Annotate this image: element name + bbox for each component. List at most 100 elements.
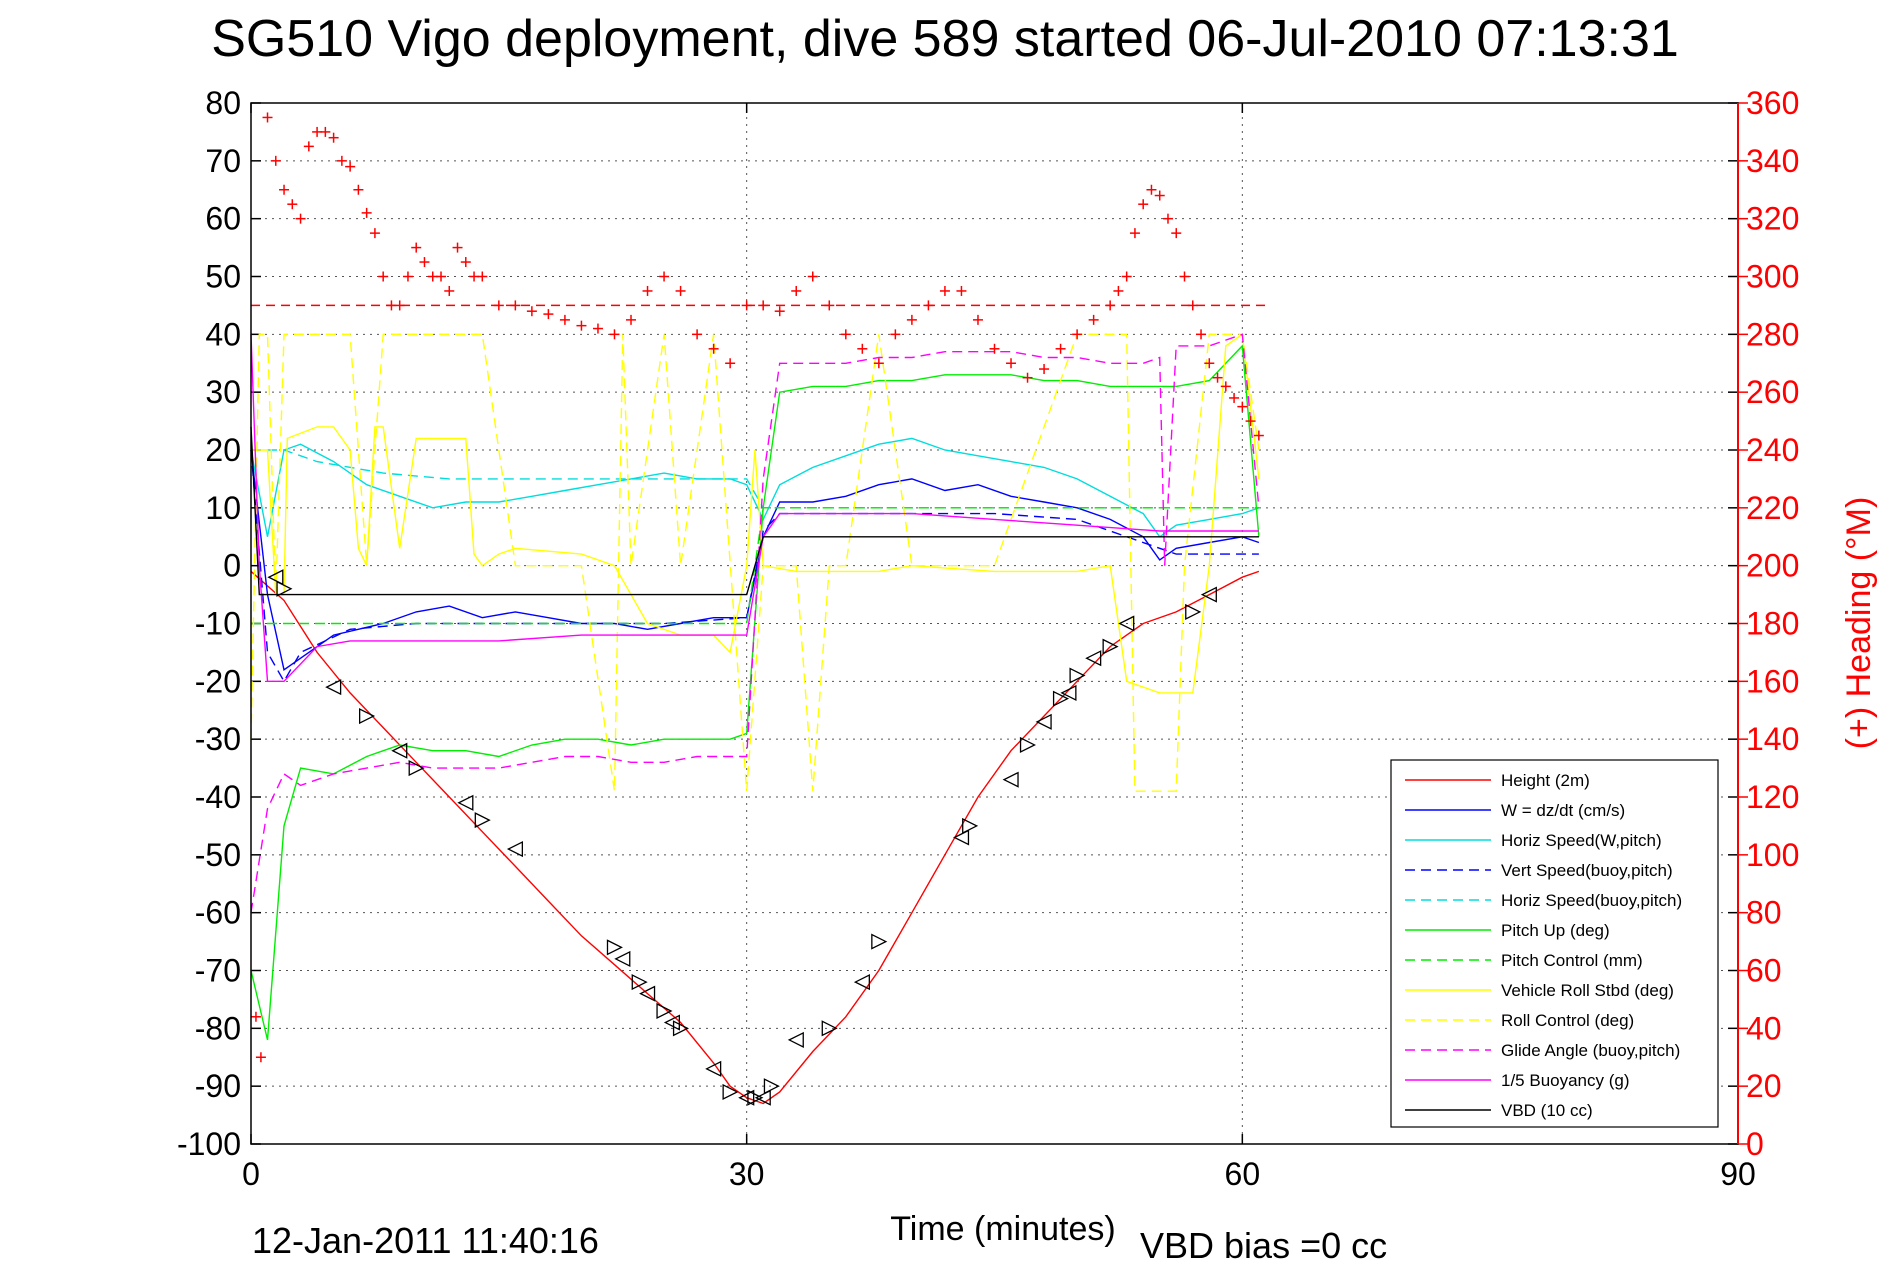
heading-point	[320, 126, 331, 137]
depth-marker	[1118, 615, 1135, 632]
heading-point	[758, 300, 769, 311]
right-tick-label: 200	[1746, 548, 1799, 584]
heading-point	[402, 271, 413, 282]
depth-marker	[606, 939, 623, 956]
depth-marker	[853, 974, 870, 991]
depth-marker	[663, 1014, 680, 1031]
depth-marker	[457, 794, 474, 811]
heading-point	[303, 141, 314, 152]
depth-marker	[1102, 638, 1119, 655]
legend-entry-9: Glide Angle (buoy,pitch)	[1501, 1041, 1680, 1060]
right-tick-label: 240	[1746, 432, 1799, 468]
legend-entry-7: Vehicle Roll Stbd (deg)	[1501, 981, 1674, 1000]
left-tick-label: -70	[195, 953, 241, 989]
heading-point	[1088, 314, 1099, 325]
heading-point	[543, 309, 554, 320]
depth-marker	[1085, 650, 1102, 667]
left-axis-ticks: 80 70 60 50 40 30 20 10 0 -10 -20 -30 -40 -50 -60 -70 -8…	[177, 85, 1738, 1162]
depth-marker	[506, 840, 524, 858]
heading-point	[444, 285, 455, 296]
left-tick-label: 50	[205, 259, 241, 295]
left-tick-label: 60	[205, 201, 241, 237]
x-tick-label: 90	[1720, 1156, 1756, 1192]
heading-point	[972, 314, 983, 325]
heading-point	[890, 329, 901, 340]
heading-point	[510, 300, 521, 311]
depth-marker	[953, 829, 970, 846]
left-tick-label: 30	[205, 374, 241, 410]
left-tick-label: 0	[223, 548, 241, 584]
left-tick-label: 40	[205, 316, 241, 352]
x-axis-label: Time (minutes)	[890, 1210, 1115, 1248]
heading-point	[1154, 190, 1165, 201]
heading-point	[659, 271, 670, 282]
heading-point	[295, 213, 306, 224]
series-line-4	[251, 449, 1259, 509]
heading-point	[807, 271, 818, 282]
heading-point	[609, 329, 620, 340]
heading-point	[452, 242, 463, 253]
series-line-3	[250, 449, 1259, 683]
heading-point	[559, 314, 570, 325]
depth-marker	[1200, 586, 1217, 603]
heading-point	[411, 242, 422, 253]
right-tick-label: 180	[1746, 606, 1799, 642]
heading-point	[1196, 329, 1207, 340]
heading-point	[989, 343, 1000, 354]
depth-marker	[1052, 690, 1070, 707]
heading-point	[1204, 358, 1215, 369]
heading-point	[692, 329, 703, 340]
legend-entry-3: Vert Speed(buoy,pitch)	[1501, 861, 1673, 880]
heading-point	[378, 271, 389, 282]
heading-point	[840, 329, 851, 340]
heading-point	[1220, 381, 1231, 392]
heading-point	[1237, 401, 1248, 412]
heading-point	[255, 1052, 266, 1063]
depth-marker	[787, 1031, 804, 1048]
heading-point	[369, 228, 380, 239]
heading-point	[1212, 372, 1223, 383]
depth-marker	[1019, 736, 1036, 754]
depth-marker	[359, 707, 376, 725]
heading-point	[923, 300, 934, 311]
legend-entry-11: VBD (10 cc)	[1501, 1101, 1593, 1120]
heading-point	[1229, 392, 1240, 403]
heading-point	[592, 323, 603, 334]
heading-point	[791, 285, 802, 296]
heading-point	[725, 358, 736, 369]
left-tick-label: -50	[195, 837, 241, 873]
heading-point	[1121, 271, 1132, 282]
legend: Height (2m) W = dz/dt (cm/s) Horiz Speed(W…	[1390, 759, 1719, 1128]
depth-marker	[871, 933, 888, 950]
left-tick-label: 70	[205, 143, 241, 179]
heading-point	[741, 300, 752, 311]
depth-marker	[1069, 667, 1086, 684]
heading-point	[493, 300, 504, 311]
depth-marker	[408, 760, 425, 777]
heading-point	[1187, 300, 1198, 311]
heading-point	[1253, 430, 1264, 441]
series-line-8	[250, 333, 1260, 792]
heading-point	[1113, 285, 1124, 296]
right-axis-label: (+) Heading (°M)	[1840, 497, 1878, 750]
series-line-7	[251, 333, 1260, 694]
right-tick-label: 280	[1746, 316, 1799, 352]
depth-marker	[276, 580, 293, 597]
depth-markers	[267, 569, 1217, 1106]
right-tick-label: 340	[1746, 143, 1799, 179]
left-tick-label: -60	[195, 895, 241, 931]
left-tick-label: -30	[195, 721, 241, 757]
legend-entry-4: Horiz Speed(buoy,pitch)	[1501, 891, 1682, 910]
right-tick-label: 60	[1746, 953, 1782, 989]
legend-entry-0: Height (2m)	[1501, 771, 1590, 790]
legend-entry-1: W = dz/dt (cm/s)	[1501, 801, 1625, 820]
heading-point	[1129, 228, 1140, 239]
depth-marker	[391, 742, 408, 759]
heading-point	[328, 132, 339, 143]
depth-marker	[474, 812, 491, 829]
depth-marker	[639, 985, 656, 1002]
legend-entry-10: 1/5 Buoyancy (g)	[1501, 1071, 1630, 1090]
right-tick-label: 100	[1746, 837, 1799, 873]
depth-marker	[747, 1089, 764, 1106]
heading-point	[336, 155, 347, 166]
